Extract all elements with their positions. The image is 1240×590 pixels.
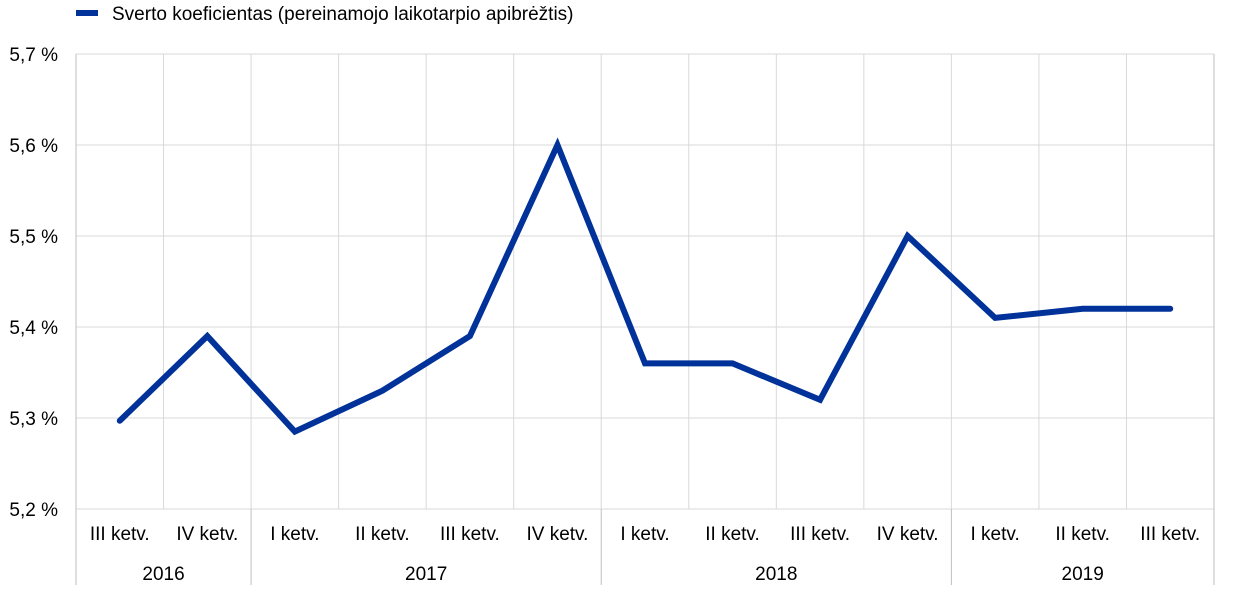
x-tick-label: II ketv. [355,524,410,545]
x-tick-label: III ketv. [440,524,500,545]
y-tick-label: 5,2 % [9,500,58,521]
x-tick-label: III ketv. [1140,524,1200,545]
data-point [554,142,560,148]
x-tick-label: I ketv. [270,524,319,545]
x-axis: III ketv. IV ketv. I ketv. II ketv. III ketv… [75,54,1215,585]
y-tick-label: 5,7 % [9,45,58,66]
x-tick-label: IV ketv. [526,524,588,545]
legend: Sverto koeficientas (pereinamojo laikota… [76,4,574,25]
data-point [1080,306,1086,312]
x-year-label: 2018 [755,564,797,585]
series-line [116,137,1174,436]
y-tick-label: 5,4 % [9,318,58,339]
x-tick-label: IV ketv. [877,524,939,545]
y-tick-label: 5,6 % [9,136,58,157]
data-point [992,315,998,321]
data-point [1167,306,1173,312]
y-axis: 5,2 % 5,3 % 5,4 % 5,5 % 5,6 % 5,7 % [9,45,58,521]
legend-label: Sverto koeficientas (pereinamojo laikota… [112,4,574,25]
data-point [467,333,473,339]
y-tick-label: 5,3 % [9,409,58,430]
x-tick-label: I ketv. [971,524,1020,545]
plot-area [116,137,1174,436]
x-year-label: 2016 [142,564,184,585]
x-tick-label: I ketv. [620,524,669,545]
data-point [204,333,210,339]
x-tick-label: III ketv. [90,524,150,545]
grid [76,53,1214,510]
x-year-label: 2019 [1062,564,1104,585]
data-point [642,360,648,366]
legend-swatch [76,10,98,16]
x-tick-label: IV ketv. [176,524,238,545]
data-point [292,429,298,435]
data-point [379,388,385,394]
data-point [730,360,736,366]
data-point [117,418,123,424]
x-tick-label: II ketv. [705,524,760,545]
x-year-label: 2017 [405,564,447,585]
data-point [905,233,911,239]
x-tick-label: III ketv. [790,524,850,545]
x-tick-label: II ketv. [1055,524,1110,545]
data-point [817,397,823,403]
y-tick-label: 5,5 % [9,227,58,248]
